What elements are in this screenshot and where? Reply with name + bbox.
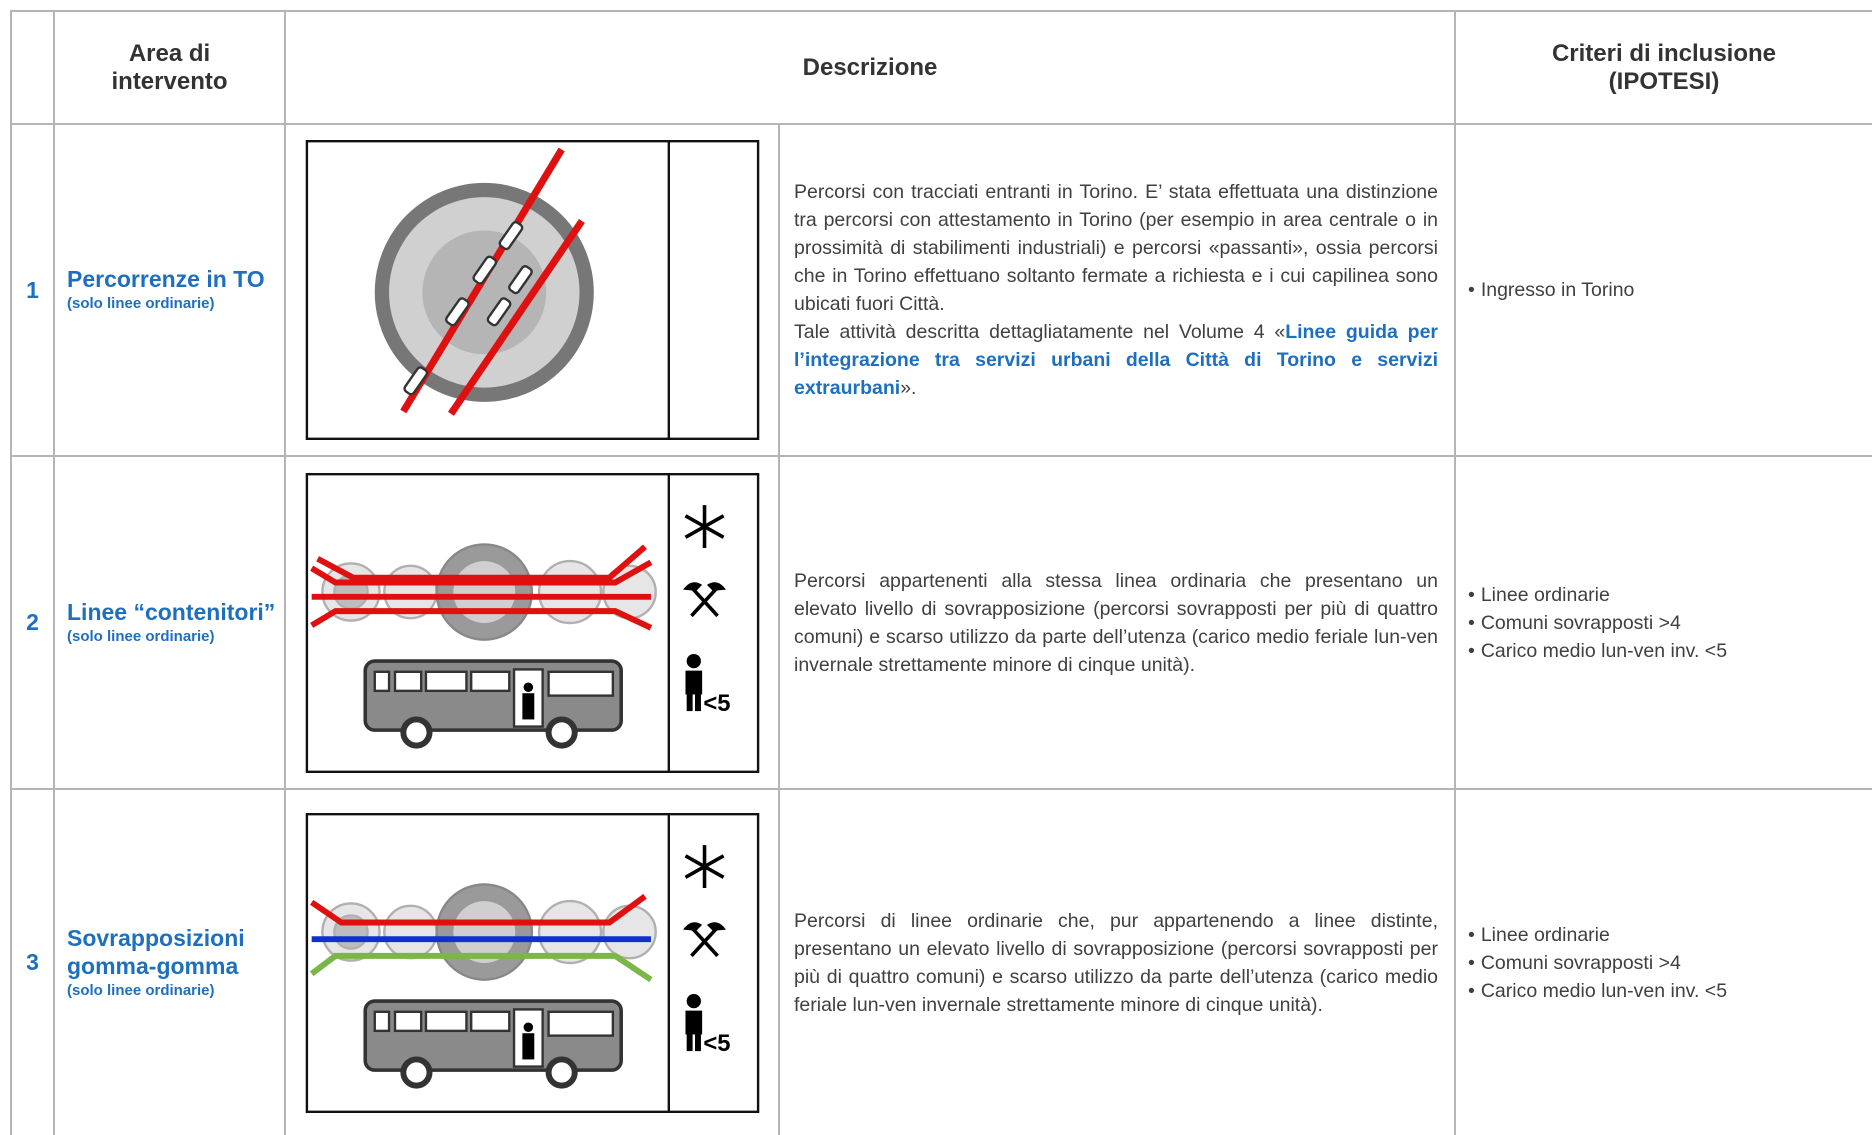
criterion: Carico medio lun-ven inv. <5 [1468, 977, 1872, 1005]
illustration: <5 [305, 812, 759, 1113]
criteria-list: Ingresso in Torino [1468, 276, 1872, 304]
illustration-cell [284, 123, 780, 457]
area: Percorrenze in TO [67, 266, 265, 292]
shape [309, 893, 647, 925]
row-number: 1 [10, 123, 55, 457]
description: Percorsi con tracciati entranti in Torin… [778, 123, 1456, 457]
criterion: Comuni sovrapposti >4 [1468, 949, 1872, 977]
row-number: 3 [10, 788, 55, 1135]
text: ». [900, 377, 917, 399]
text: Tale attività descritta dettagliatamente… [794, 321, 1286, 343]
header-criteria: Criteri di inclusione (IPOTESI) [1551, 39, 1777, 95]
criteria-list: Linee ordinarie Comuni sovrapposti >4 Ca… [1468, 921, 1872, 1005]
illustration-cell: <5 [284, 455, 780, 790]
header-description: Descrizione [802, 53, 938, 81]
shape [309, 559, 652, 585]
row-number: 2 [10, 455, 55, 790]
header-row: Area di intervento Descrizione Criteri d… [10, 10, 1872, 125]
area-cell: Sovrapposizioni gomma-gomma (solo linee o… [53, 788, 286, 1135]
shape [507, 265, 533, 295]
shape [402, 366, 428, 396]
icon-label: <5 [703, 690, 730, 717]
shape [444, 297, 470, 327]
header-index [10, 10, 55, 125]
row: 1 Percorrenze in TO (solo linee ordinarie… [10, 123, 1872, 457]
description-paragraph: Percorsi di linee ordinarie che, pur app… [794, 909, 1438, 1016]
row: 2 Linee “contenitori” (solo linee ordinar… [10, 455, 1872, 790]
area: Sovrapposizioni gomma-gomma [67, 924, 245, 979]
criterion: Ingresso in Torino [1468, 276, 1872, 304]
header-area: Area di intervento [111, 39, 228, 95]
shape [486, 297, 511, 327]
header-criteria-cell: Criteri di inclusione (IPOTESI) [1454, 10, 1872, 125]
criteria: Linee ordinarie Comuni sovrapposti >4 Ca… [1454, 788, 1872, 1135]
shape [471, 255, 497, 285]
criterion: Linee ordinarie [1468, 581, 1872, 609]
shape [421, 230, 546, 355]
reference: Linee guida per l’integrazione tra servi… [794, 321, 1439, 399]
header-area-cell: Area di intervento [53, 10, 286, 125]
criteria: Ingresso in Torino [1454, 123, 1872, 457]
icon-label: <5 [703, 1030, 730, 1057]
shape [315, 544, 647, 581]
criteria: Linee ordinarie Comuni sovrapposti >4 Ca… [1454, 455, 1872, 790]
shape [447, 218, 585, 416]
row: 3 Sovrapposizioni gomma-gomma (solo linee… [10, 788, 1872, 1135]
shape [309, 544, 652, 630]
illustration-cell: <5 [284, 788, 780, 1135]
criteria-list: Linee ordinarie Comuni sovrapposti >4 Ca… [1468, 581, 1872, 665]
shape [309, 607, 652, 630]
description-paragraph: Percorsi appartenenti alla stessa linea … [794, 569, 1438, 676]
description-paragraph: Percorsi con tracciati entranti in Torin… [794, 181, 1438, 315]
area: Linee “contenitori” [67, 598, 276, 625]
area-note: (solo linee ordinarie) [67, 981, 215, 999]
shape [498, 221, 523, 251]
criterion: Linee ordinarie [1468, 921, 1872, 949]
shape [309, 952, 653, 982]
illustration [305, 140, 759, 440]
shape [402, 221, 533, 396]
criterion: Carico medio lun-ven inv. <5 [1468, 637, 1872, 665]
illustration: <5 [305, 472, 759, 773]
area-note: (solo linee ordinarie) [67, 295, 215, 312]
description: Percorsi di linee ordinarie che, pur app… [778, 788, 1456, 1135]
area-note: (solo linee ordinarie) [67, 627, 215, 645]
table: Area di intervento Descrizione Criteri d… [10, 10, 1872, 1135]
header-description-cell: Descrizione [284, 10, 1456, 125]
area-cell: Linee “contenitori” (solo linee ordinarie… [53, 455, 286, 790]
description-paragraph: Tale attività descritta dettagliatamente… [794, 318, 1438, 402]
criterion: Comuni sovrapposti >4 [1468, 609, 1872, 637]
description: Percorsi appartenenti alla stessa linea … [778, 455, 1456, 790]
area-cell: Percorrenze in TO (solo linee ordinarie) [53, 123, 286, 457]
